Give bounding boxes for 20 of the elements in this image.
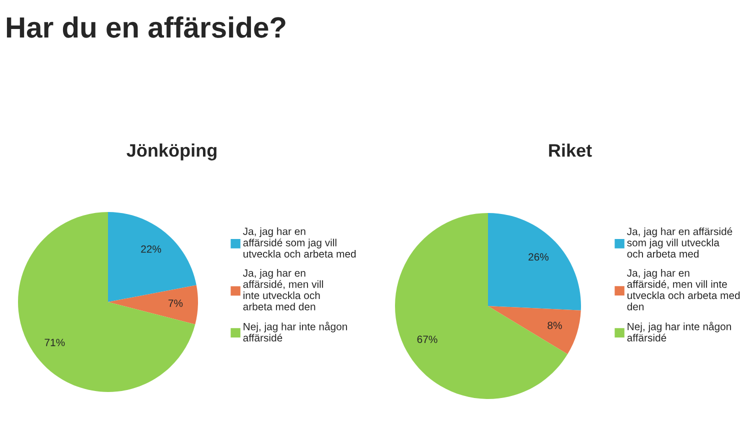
pie-slice bbox=[488, 306, 581, 354]
legend-label: Nej, jag har inte någon affärsidé bbox=[243, 322, 347, 342]
pie-slice bbox=[488, 213, 581, 310]
pie-slice bbox=[18, 212, 196, 392]
legend-label: Nej, jag har inte någon affärsidé bbox=[627, 322, 731, 342]
data-label: 7% bbox=[168, 300, 183, 307]
chart-title: Jönköping bbox=[126, 144, 216, 160]
data-label: 8% bbox=[548, 322, 562, 330]
text: Har du en affärside? bbox=[6, 16, 286, 38]
data-label: 71% bbox=[44, 338, 65, 346]
data-label: 67% bbox=[417, 336, 438, 344]
legend-label: Ja, jag har en affärsidé, men vill inte utveckla och arbeta med den bbox=[242, 269, 324, 310]
data-label: 22% bbox=[141, 245, 162, 253]
data-label: 26% bbox=[528, 253, 549, 261]
legend-label: Ja, jag har en affärsidé som jag vill utveckla och arbeta med bbox=[242, 227, 356, 258]
pie-slice bbox=[395, 213, 568, 399]
legend-label: Ja, jag har en affärsidé som jag vill utveckla och arbeta med bbox=[626, 227, 732, 258]
pie-slice bbox=[108, 285, 198, 324]
chart-title: Riket bbox=[549, 144, 592, 157]
legend-label: Ja, jag har en affärsidé, men vill inte utveckla och arbeta med den bbox=[626, 269, 740, 310]
